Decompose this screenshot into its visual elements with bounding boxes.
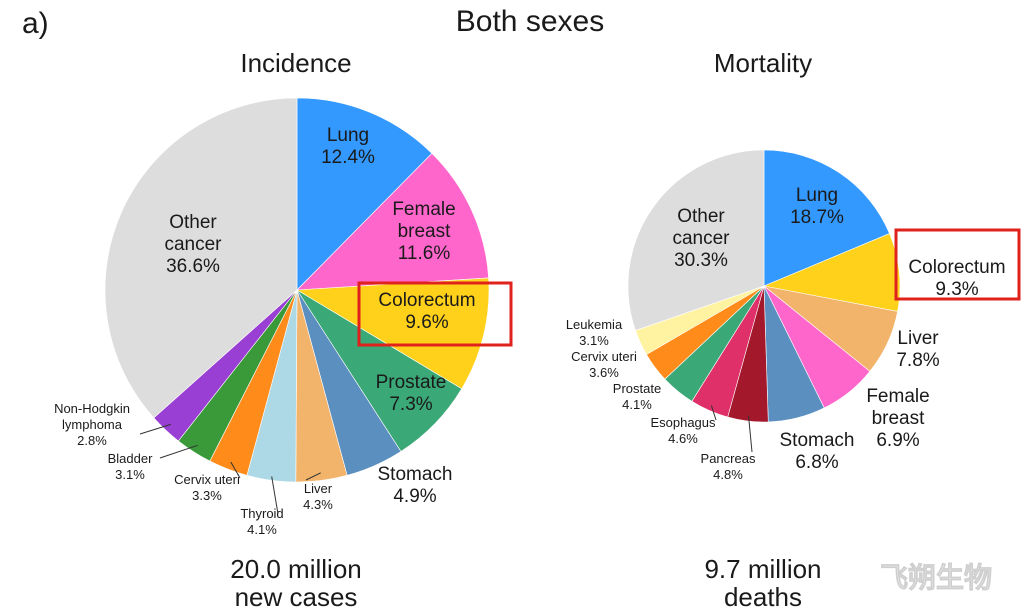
mortality-slice-colorectum: [762, 233, 901, 312]
incidence-footer-line2: new cases: [235, 582, 358, 612]
incidence-label-bladder: Bladder 3.1%: [108, 451, 153, 482]
incidence-label-lung: Lung 12.4%: [321, 125, 375, 168]
incidence-pie: [104, 97, 490, 483]
mortality-leader-esophagus: [710, 405, 717, 421]
slice-labels: Lung 12.4% Female breast 11.6% Colorectum 9.6%…: [54, 125, 1021, 537]
incidence-title: Incidence: [240, 48, 351, 78]
incidence-label-stomach: Stomach 4.9%: [378, 464, 453, 507]
incidence-footer-line1: 20.0 million: [230, 554, 362, 584]
mortality-label-leukemia: Leukemia 3.1%: [566, 317, 623, 348]
mortality-footer-line2: deaths: [724, 582, 802, 612]
figure-title: Both sexes: [456, 5, 604, 38]
mortality-slice-lung: [763, 149, 890, 287]
mortality-label-female-breast: Female breast 6.9%: [866, 386, 929, 451]
incidence-label-female-breast: Female breast 11.6%: [392, 199, 455, 264]
mortality-label-stomach: Stomach 6.8%: [780, 430, 855, 473]
incidence-label-prostate: Prostate 7.3%: [376, 372, 447, 415]
mortality-slice-other-cancer: [627, 149, 765, 331]
incidence-leader-bladder: [159, 444, 198, 459]
mortality-colorectum-highlight: [894, 228, 1021, 301]
mortality-label-cervix-uteri: Cervix uteri 3.6%: [571, 349, 637, 380]
incidence-label-colorectum: Colorectum 9.6%: [378, 290, 475, 333]
panel-label: a): [22, 7, 49, 40]
incidence-label-liver: Liver 4.3%: [303, 481, 333, 512]
watermark-text: 飞朔生物: [880, 562, 992, 593]
incidence-leader-non-hodgkin-lymphoma: [139, 423, 171, 435]
mortality-title: Mortality: [714, 48, 812, 78]
incidence-leader-thyroid: [271, 476, 279, 515]
mortality-pie: [627, 149, 901, 423]
incidence-label-cervix-uteri: Cervix uteri 3.3%: [174, 472, 240, 503]
mortality-label-pancreas: Pancreas 4.8%: [701, 451, 756, 482]
mortality-label-prostate: Prostate 4.1%: [613, 381, 661, 412]
incidence-colorectum-highlight: [357, 281, 513, 347]
incidence-leader-liver: [305, 472, 321, 481]
mortality-footer-line1: 9.7 million: [704, 554, 821, 584]
mortality-label-colorectum: Colorectum 9.3%: [908, 257, 1005, 300]
mortality-label-other-cancer: Other cancer 30.3%: [672, 206, 730, 271]
mortality-label-esophagus: Esophagus 4.6%: [650, 415, 716, 446]
incidence-leader-cervix-uteri: [230, 461, 241, 479]
incidence-label-non-hodgkin-lymphoma: Non-Hodgkin lymphoma 2.8%: [54, 401, 130, 448]
incidence-slice-female-breast: [296, 152, 489, 291]
incidence-label-other-cancer: Other cancer 36.6%: [164, 212, 222, 277]
incidence-slice-lung: [296, 97, 433, 291]
mortality-label-lung: Lung 18.7%: [790, 185, 844, 228]
incidence-label-thyroid: Thyroid 4.1%: [240, 506, 283, 537]
mortality-leader-pancreas: [748, 415, 753, 453]
incidence-slice-other-cancer: [104, 97, 298, 419]
mortality-label-liver: Liver 7.8%: [896, 328, 939, 371]
